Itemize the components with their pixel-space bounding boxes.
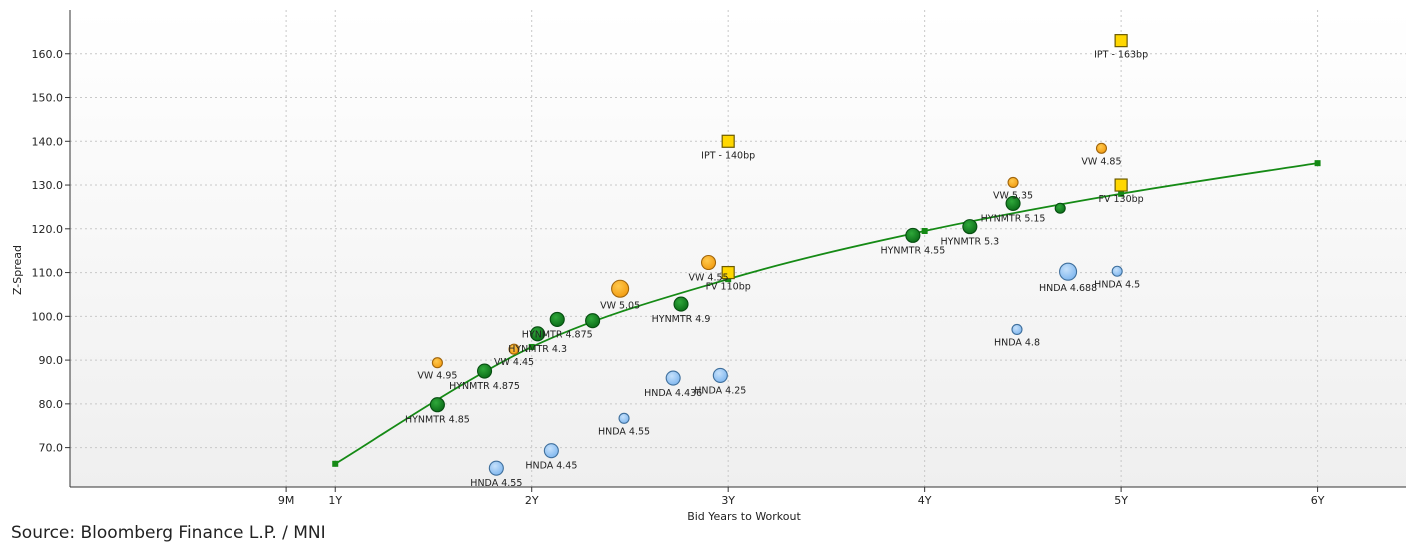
curve-node-marker <box>1314 160 1321 167</box>
y-tick-label: 140.0 <box>32 135 64 148</box>
ipt-fv-marker-ipt-140bp <box>721 134 735 148</box>
fitted-curve-line <box>334 162 1318 465</box>
vw-label-vw-5-35: VW 5.35 <box>993 190 1033 201</box>
hynmtr-label-hynmtr-4-875: HYNMTR 4.875 <box>449 381 520 392</box>
hnda-point <box>712 367 728 383</box>
y-tick-label: 110.0 <box>32 267 64 280</box>
y-tick-label: 120.0 <box>32 223 64 236</box>
hynmtr-point <box>429 397 445 413</box>
hnda-label-hnda-4-8: HNDA 4.8 <box>994 337 1040 348</box>
vw-label-vw-5-05: VW 5.05 <box>600 300 640 311</box>
hynmtr-label-hynmtr-4-85: HYNMTR 4.85 <box>405 415 470 426</box>
hnda-point <box>1111 265 1123 277</box>
ipt-fv-label-ipt-140bp: IPT - 140bp <box>701 150 755 161</box>
x-axis-title: Bid Years to Workout <box>687 510 801 522</box>
hynmtr-label-hynmtr-4-55: HYNMTR 4.55 <box>880 245 945 256</box>
curve-node-marker <box>921 227 928 234</box>
hnda-label-hnda-4-25: HNDA 4.25 <box>694 385 746 396</box>
axes: 9M 1Y 2Y 3Y 4Y 5Y 6Y 70.0 80.0 90.0 100.0 110.0 120.… <box>32 10 1406 507</box>
hnda-label-hnda-4-55: HNDA 4.55 <box>598 426 650 437</box>
vw-label-vw-4-95: VW 4.95 <box>417 371 457 382</box>
vw-label-vw-4-55: VW 4.55 <box>688 273 728 284</box>
vw-point <box>431 357 443 369</box>
hnda-point <box>618 412 630 424</box>
hnda-point <box>665 370 681 386</box>
hnda-label-hnda-4-55: HNDA 4.55 <box>470 478 522 489</box>
y-axis-title: Z-Spread <box>11 245 24 295</box>
hynmtr-point <box>1054 202 1066 214</box>
y-tick-label: 90.0 <box>39 354 64 367</box>
ipt-fv-label-ipt-163bp: IPT - 163bp <box>1094 50 1148 61</box>
y-tick-label: 160.0 <box>32 48 64 61</box>
hnda-label-hnda-4-436: HNDA 4.436 <box>644 388 702 399</box>
ipt-fv-label-fv-130bp: FV 130bp <box>1099 194 1144 205</box>
source-note: Source: Bloomberg Finance L.P. / MNI <box>11 523 326 543</box>
y-tick-label: 80.0 <box>39 398 64 411</box>
data-points <box>429 34 1128 476</box>
hnda-point <box>543 443 559 459</box>
vw-label-vw-4-45: VW 4.45 <box>494 357 534 368</box>
ipt-fv-marker-fv-110bp <box>721 265 735 280</box>
hynmtr-point <box>1005 195 1021 211</box>
hnda-point <box>488 460 504 476</box>
curve-node-marker <box>1118 190 1125 197</box>
ipt-fv-marker-ipt-163bp <box>1114 34 1128 48</box>
chart-svg: 9M 1Y 2Y 3Y 4Y 5Y 6Y 70.0 80.0 90.0 100.0 110.0 120.… <box>11 10 1406 523</box>
hynmtr-point <box>530 326 546 342</box>
curve-node-marker <box>528 343 535 350</box>
vw-point <box>1095 142 1108 154</box>
hynmtr-label-hynmtr-4-3: HYNMTR 4.3 <box>508 344 567 355</box>
x-tick-label: 3Y <box>721 494 735 507</box>
hnda-label-hnda-4-45: HNDA 4.45 <box>525 461 577 472</box>
y-tick-label: 150.0 <box>32 92 64 105</box>
hynmtr-point <box>585 313 601 329</box>
hynmtr-point <box>549 311 565 327</box>
hnda-label-hnda-4-688: HNDA 4.688 <box>1039 283 1097 294</box>
y-tick-label: 70.0 <box>39 442 64 455</box>
ipt-fv-label-fv-110bp: FV 110bp <box>706 282 751 293</box>
vw-point <box>700 254 717 271</box>
hynmtr-point <box>673 296 689 312</box>
hynmtr-label-hynmtr-4-875: HYNMTR 4.875 <box>522 329 593 340</box>
x-tick-label: 2Y <box>525 494 539 507</box>
hynmtr-point <box>905 227 921 243</box>
y-tick-label: 100.0 <box>32 310 64 323</box>
z-spread-chart: 9M 1Y 2Y 3Y 4Y 5Y 6Y 70.0 80.0 90.0 100.0 110.0 120.… <box>11 10 1406 523</box>
vw-point <box>611 279 630 298</box>
vw-point <box>508 343 520 355</box>
hnda-label-hnda-4-5: HNDA 4.5 <box>1094 279 1140 290</box>
y-tick-label: 130.0 <box>32 179 64 192</box>
x-tick-label: 4Y <box>918 494 932 507</box>
plot-background <box>70 10 1406 487</box>
x-tick-label: 9M <box>278 494 295 507</box>
x-tick-label: 1Y <box>328 494 342 507</box>
x-tick-label: 5Y <box>1114 494 1128 507</box>
hnda-point <box>1011 323 1023 336</box>
vw-label-vw-4-85: VW 4.85 <box>1081 156 1121 167</box>
point-labels: HYNMTR 4.85 HYNMTR 4.875 HYNMTR 4.3 HYNMTR … <box>405 50 1148 490</box>
curve-node-marker <box>332 460 339 467</box>
hynmtr-label-hynmtr-4-9: HYNMTR 4.9 <box>652 314 711 325</box>
hnda-point <box>1059 262 1078 281</box>
vw-point <box>1007 176 1019 188</box>
hynmtr-point <box>962 219 978 235</box>
x-tick-label: 6Y <box>1311 494 1325 507</box>
hynmtr-label-hynmtr-5-15: HYNMTR 5.15 <box>981 213 1046 224</box>
hynmtr-point <box>477 363 493 379</box>
ipt-fv-marker-fv-130bp <box>1114 178 1128 192</box>
hynmtr-label-hynmtr-5-3: HYNMTR 5.3 <box>940 237 999 248</box>
